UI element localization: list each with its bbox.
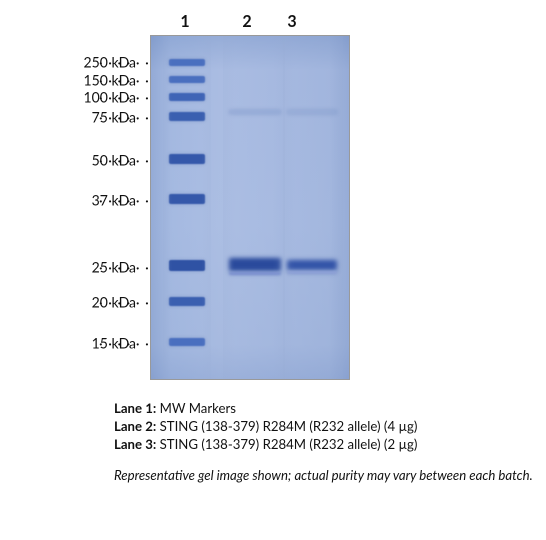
gel-image — [150, 35, 350, 380]
caption-footnote: Representative gel image shown; actual p… — [114, 467, 534, 485]
lane-shadow — [223, 36, 285, 379]
mw-dot-leader: · · · · · · — [99, 109, 150, 126]
caption-key: Lane 2: — [114, 418, 156, 434]
mw-dot-leader: · · · · · · — [99, 259, 150, 276]
caption-value: STING (138-379) R284M (R232 allele) (4 µ… — [156, 418, 417, 434]
caption-value: STING (138-379) R284M (R232 allele) (2 µ… — [156, 436, 417, 452]
gel-figure: 123 250 kDa· · · · · ·150 kDa· · · · · ·… — [0, 0, 546, 400]
mw-dot-leader: · · · · · · — [99, 54, 150, 71]
mw-dot-leader: · · · · · · — [99, 192, 150, 209]
caption-row: Lane 1: MW Markers — [114, 400, 534, 418]
lane-header: 3 — [282, 12, 302, 31]
caption-row: Lane 3: STING (138-379) R284M (R232 alle… — [114, 436, 534, 454]
lane-shadow — [283, 36, 343, 379]
caption-row: Lane 2: STING (138-379) R284M (R232 alle… — [114, 418, 534, 436]
mw-dot-leader: · · · · · · — [99, 294, 150, 311]
lane-header: 2 — [237, 12, 257, 31]
caption-value: MW Markers — [156, 400, 236, 416]
caption-key: Lane 3: — [114, 436, 156, 452]
mw-dot-leader: · · · · · · — [99, 152, 150, 169]
mw-dot-leader: · · · · · · — [99, 72, 150, 89]
lane-header: 1 — [175, 12, 195, 31]
mw-dot-leader: · · · · · · — [99, 89, 150, 106]
figure-caption: Lane 1: MW MarkersLane 2: STING (138-379… — [114, 400, 534, 498]
mw-dot-leader: · · · · · · — [99, 335, 150, 352]
caption-key: Lane 1: — [114, 400, 156, 416]
lane-shadow — [163, 36, 211, 379]
